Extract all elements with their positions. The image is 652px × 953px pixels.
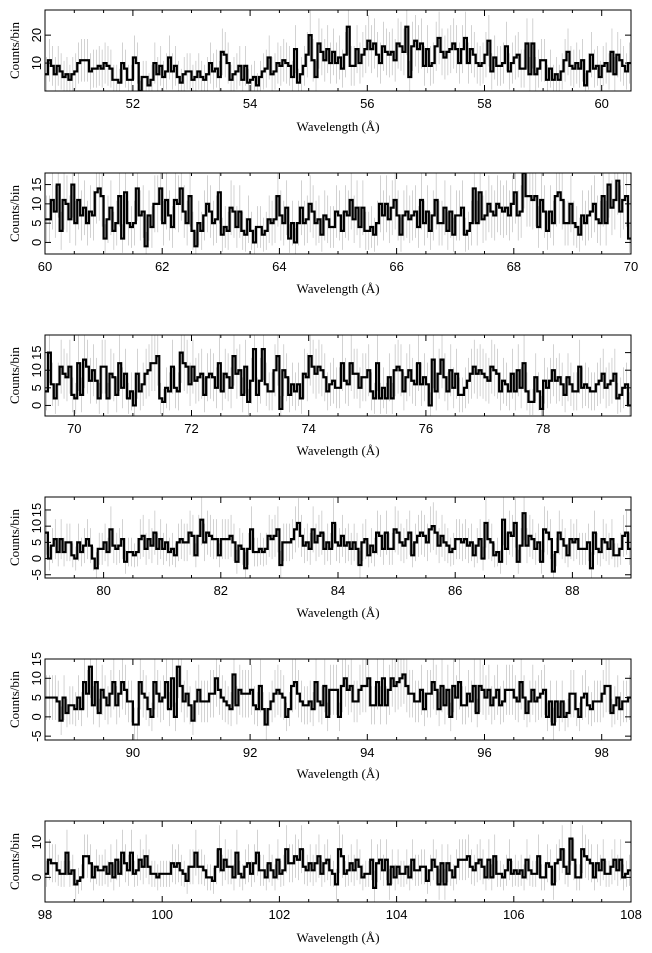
x-tick-label-4: 60: [594, 96, 608, 111]
y-tick-label-2: 10: [29, 197, 44, 211]
spectrum-histogram: [45, 665, 631, 726]
spectrum-histogram: [45, 173, 631, 248]
x-tick-label-4: 106: [503, 907, 525, 922]
x-tick-label-1: 100: [151, 907, 173, 922]
y-tick-label-1: 5: [29, 220, 44, 227]
y-tick-label-4: 15: [29, 503, 44, 517]
y-tick-label-0: -5: [29, 569, 44, 581]
x-tick-label-1: 82: [214, 583, 228, 598]
x-axis-label: Wavelength (Å): [296, 930, 379, 945]
x-tick-label-2: 102: [269, 907, 291, 922]
y-tick-label-1: 10: [29, 835, 44, 849]
y-tick-label-0: 0: [29, 402, 44, 409]
spectrum-histogram: [45, 347, 631, 411]
y-tick-label-3: 10: [29, 671, 44, 685]
x-tick-label-3: 104: [386, 907, 408, 922]
y-tick-label-1: 20: [29, 28, 44, 42]
y-tick-label-3: 15: [29, 345, 44, 359]
plot-area: [45, 497, 631, 578]
y-tick-label-1: 0: [29, 713, 44, 720]
plot-area: [45, 821, 631, 902]
x-tick-label-1: 62: [155, 259, 169, 274]
x-tick-label-0: 52: [126, 96, 140, 111]
x-tick-label-3: 96: [477, 745, 491, 760]
y-tick-label-1: 0: [29, 555, 44, 562]
x-tick-label-2: 94: [360, 745, 374, 760]
y-axis-label: Counts/bin: [7, 508, 22, 566]
y-tick-label-3: 15: [29, 177, 44, 191]
y-tick-label-1: 5: [29, 384, 44, 391]
x-tick-label-1: 92: [243, 745, 257, 760]
y-tick-label-0: 0: [29, 239, 44, 246]
x-tick-label-2: 74: [301, 421, 315, 436]
panel-5: 98 100 102 104 106 108 0 10 Wavelength (Å) Counts…: [7, 820, 642, 945]
x-axis-label: Wavelength (Å): [296, 119, 379, 134]
spectrum-histogram: [45, 512, 631, 573]
y-tick-label-0: -5: [29, 730, 44, 742]
y-tick-label-0: 0: [29, 874, 44, 881]
x-axis-label: Wavelength (Å): [296, 443, 379, 458]
y-axis-label: Counts/bin: [7, 346, 22, 404]
x-tick-label-3: 76: [419, 421, 433, 436]
spectrum-histogram: [45, 837, 631, 890]
y-tick-label-2: 10: [29, 363, 44, 377]
plot-area: [45, 335, 631, 416]
panel-4: 90 92 94 96 98 -5 0 5 10 15 Wavelength (Å) Counts/b…: [7, 652, 632, 781]
spectrum-histogram: [45, 25, 631, 91]
x-axis-label: Wavelength (Å): [296, 766, 379, 781]
y-tick-label-4: 15: [29, 652, 44, 666]
plot-area: [45, 659, 631, 740]
x-tick-label-0: 90: [126, 745, 140, 760]
plot-area: [45, 173, 631, 254]
y-axis-label: Counts/bin: [7, 184, 22, 242]
panel-2: 70 72 74 76 78 0 5 10 15 Wavelength (Å) Counts/bin: [7, 334, 632, 458]
x-tick-label-3: 66: [389, 259, 403, 274]
x-tick-label-0: 70: [67, 421, 81, 436]
y-tick-label-2: 5: [29, 694, 44, 701]
x-axis-label: Wavelength (Å): [296, 605, 379, 620]
x-tick-label-2: 64: [272, 259, 286, 274]
y-axis-label: Counts/bin: [7, 21, 22, 79]
x-tick-label-4: 78: [536, 421, 550, 436]
x-tick-label-4: 88: [565, 583, 579, 598]
plot-area: [45, 10, 631, 91]
x-tick-label-2: 56: [360, 96, 374, 111]
panel-0: 52 54 56 58 60 10 20 Wavelength (Å) Counts/bin: [7, 9, 632, 134]
x-tick-label-0: 98: [38, 907, 52, 922]
x-axis-label: Wavelength (Å): [296, 281, 379, 296]
x-tick-label-1: 54: [243, 96, 257, 111]
x-tick-label-0: 80: [96, 583, 110, 598]
panel-3: 80 82 84 86 88 -5 0 5 10 15 Wavelength (Å) Counts/b…: [7, 496, 632, 620]
y-tick-label-0: 10: [29, 56, 44, 70]
x-tick-label-5: 108: [620, 907, 642, 922]
y-axis-label: Counts/bin: [7, 832, 22, 890]
x-tick-label-3: 86: [448, 583, 462, 598]
y-tick-label-2: 5: [29, 539, 44, 546]
x-tick-label-4: 68: [507, 259, 521, 274]
x-tick-label-0: 60: [38, 259, 52, 274]
panel-1: 60 62 64 66 68 70 0 5 10 15 Wavelength (Å) Counts/b…: [7, 172, 638, 296]
x-tick-label-1: 72: [184, 421, 198, 436]
x-tick-label-5: 70: [624, 259, 638, 274]
y-axis-label: Counts/bin: [7, 670, 22, 728]
x-tick-label-2: 84: [331, 583, 345, 598]
x-tick-label-4: 98: [594, 745, 608, 760]
y-tick-label-3: 10: [29, 519, 44, 533]
x-tick-label-3: 58: [477, 96, 491, 111]
